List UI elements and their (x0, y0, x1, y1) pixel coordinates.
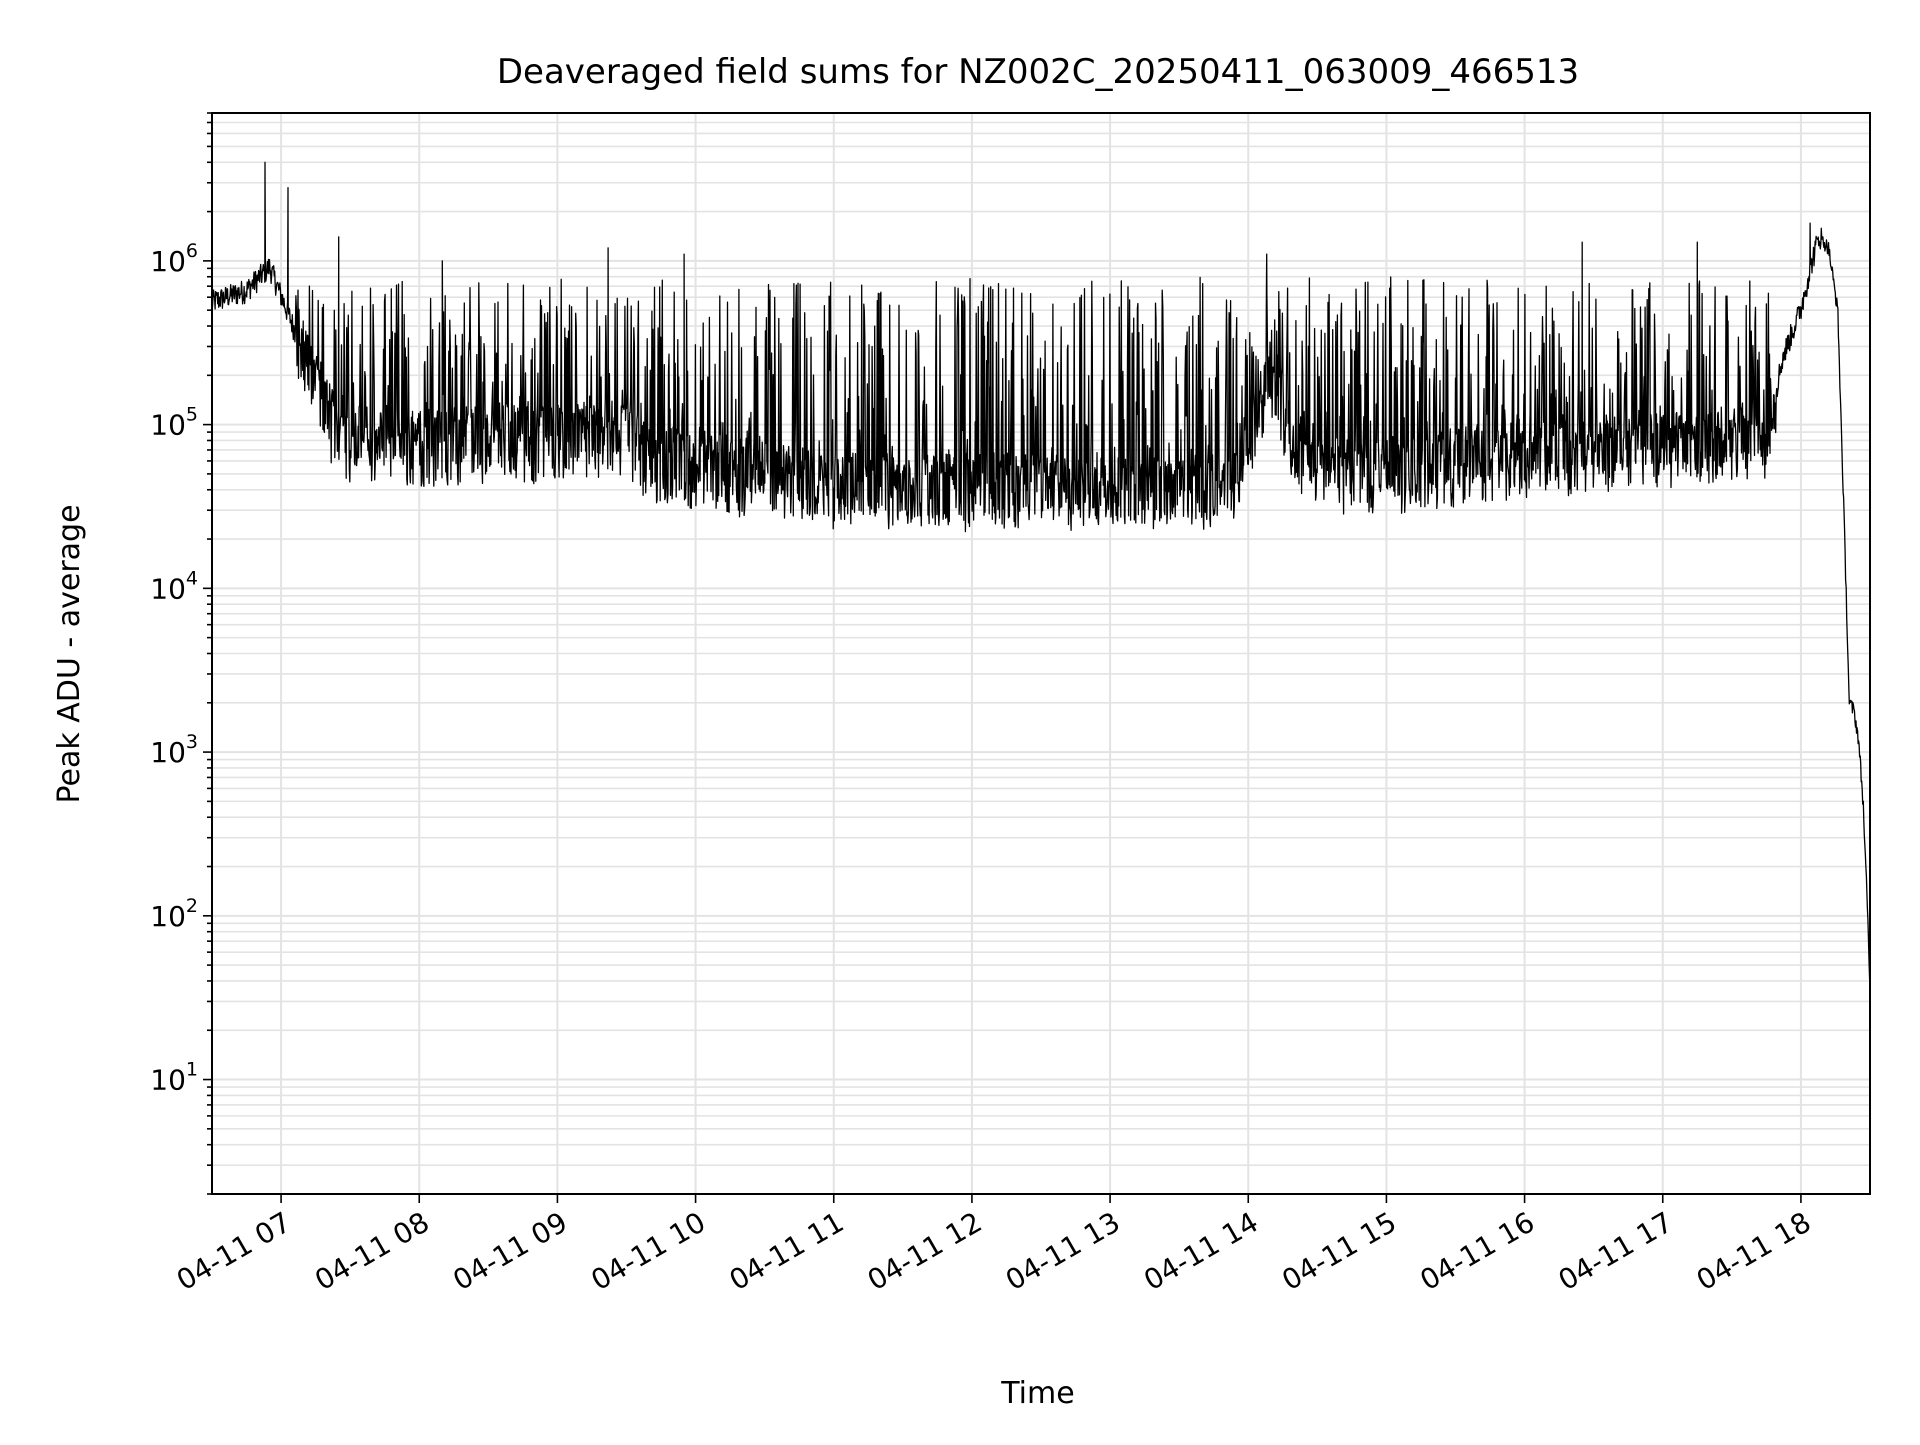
chart-title: Deaveraged field sums for NZ002C_2025041… (497, 52, 1579, 92)
y-tick-label-base: 10 (150, 245, 186, 278)
y-tick-label-exponent: 3 (186, 731, 198, 753)
y-tick-label-exponent: 1 (186, 1059, 198, 1081)
y-axis-label: Peak ADU - average (52, 504, 87, 803)
y-tick-label-exponent: 5 (186, 404, 198, 426)
y-tick-label-exponent: 2 (186, 895, 198, 917)
y-tick-label: 103 (150, 731, 198, 769)
y-tick-label-base: 10 (150, 409, 186, 442)
x-axis-label: Time (1000, 1376, 1074, 1411)
y-tick-label-base: 10 (150, 572, 186, 605)
y-tick-label: 102 (150, 895, 198, 933)
y-tick-label-exponent: 4 (186, 567, 198, 589)
series-line (211, 161, 1871, 991)
y-tick-label: 105 (150, 404, 198, 442)
y-tick-label-base: 10 (150, 736, 186, 769)
y-tick-label: 104 (150, 567, 198, 605)
y-tick-label: 106 (150, 240, 198, 278)
y-tick-label: 101 (150, 1059, 198, 1097)
grid (212, 112, 1870, 1195)
plot-area (211, 161, 1871, 991)
y-tick-label-base: 10 (150, 900, 186, 933)
y-tick-label-base: 10 (150, 1064, 186, 1097)
y-tick-label-exponent: 6 (186, 240, 198, 262)
